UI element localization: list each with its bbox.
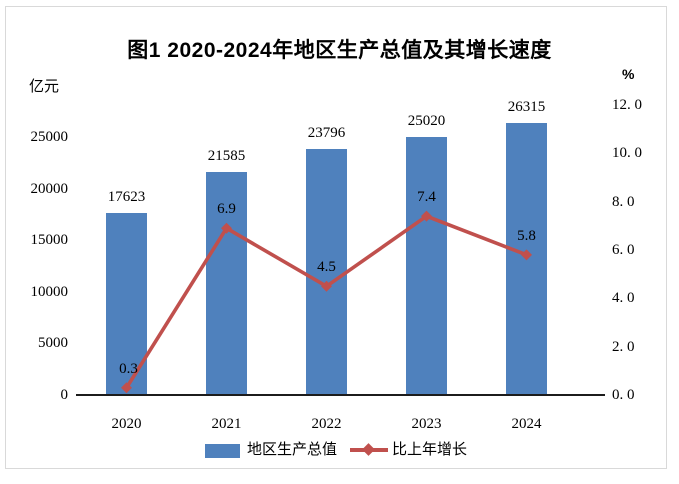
legend-label-gdp: 地区生产总值 — [247, 442, 338, 458]
left-axis-tick-label: 15000 — [30, 232, 69, 249]
growth-line-data-label: 6.9 — [217, 201, 236, 218]
x-axis-category-label: 2023 — [411, 416, 442, 432]
x-axis-category-label: 2022 — [311, 416, 342, 432]
growth-line-data-label: 0.3 — [119, 360, 138, 377]
left-axis-tick-label: 10000 — [30, 283, 69, 300]
chart-title: 图1 2020-2024年地区生产总值及其增长速度 — [127, 39, 552, 62]
growth-line-data-label: 4.5 — [317, 259, 336, 276]
right-axis-tick-label: 6. 0 — [612, 242, 635, 258]
legend-bar-swatch — [205, 444, 240, 458]
legend-label-growth: 比上年增长 — [392, 442, 468, 458]
gdp-bar-data-label: 17623 — [107, 189, 146, 206]
gdp-bar — [506, 123, 547, 395]
x-axis-category-label: 2021 — [211, 416, 242, 432]
right-axis-tick-label: 0. 0 — [612, 387, 635, 403]
right-axis-tick-label: 2. 0 — [612, 338, 635, 355]
x-axis-line — [76, 394, 605, 396]
right-axis-tick-label: 10. 0 — [612, 145, 642, 162]
gdp-bar-data-label: 25020 — [407, 112, 446, 129]
right-axis-tick-label: 8. 0 — [612, 193, 635, 210]
right-axis-unit-label: % — [622, 66, 635, 82]
left-axis-tick-label: 25000 — [30, 128, 69, 145]
gdp-bar — [406, 136, 447, 395]
left-axis-unit-label: 亿元 — [29, 79, 60, 95]
gdp-bar-data-label: 23796 — [307, 125, 346, 142]
gdp-bar-data-label: 21585 — [207, 148, 246, 165]
growth-line-data-label: 5.8 — [517, 227, 536, 244]
right-axis-tick-label: 12. 0 — [612, 97, 642, 113]
right-axis-tick-label: 4. 0 — [612, 290, 635, 307]
x-axis-category-label: 2020 — [111, 416, 142, 432]
x-axis-category-label: 2024 — [511, 416, 542, 432]
growth-line-data-label: 7.4 — [417, 189, 436, 206]
left-axis-tick-label: 5000 — [38, 335, 68, 352]
gdp-bar-data-label: 26315 — [507, 99, 546, 116]
left-axis-tick-label: 0 — [60, 387, 69, 403]
left-axis-tick-label: 20000 — [30, 180, 69, 197]
